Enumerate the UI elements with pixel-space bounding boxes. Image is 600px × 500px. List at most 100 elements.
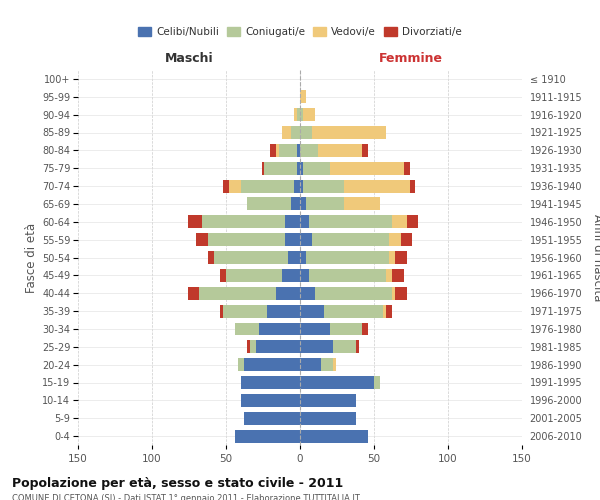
Bar	[282, 126, 291, 139]
Bar	[238, 358, 244, 371]
Bar	[300, 126, 312, 139]
Bar	[392, 269, 404, 282]
Bar	[321, 358, 332, 371]
Bar	[374, 376, 380, 389]
Bar	[386, 304, 392, 318]
Bar	[356, 340, 359, 353]
Bar	[229, 180, 241, 192]
Bar	[389, 251, 395, 264]
Bar	[323, 304, 383, 318]
Bar	[300, 198, 306, 210]
Bar	[208, 233, 285, 246]
Bar	[386, 269, 392, 282]
Bar	[312, 233, 389, 246]
Legend: Celibi/Nubili, Coniugati/e, Vedovi/e, Divorziati/e: Celibi/Nubili, Coniugati/e, Vedovi/e, Di…	[134, 22, 466, 42]
Bar	[300, 322, 329, 336]
Bar	[303, 108, 315, 121]
Bar	[188, 287, 199, 300]
Bar	[362, 144, 368, 157]
Bar	[244, 358, 300, 371]
Bar	[277, 287, 300, 300]
Bar	[294, 180, 300, 192]
Bar	[303, 180, 344, 192]
Bar	[247, 198, 291, 210]
Bar	[389, 233, 401, 246]
Bar	[395, 251, 407, 264]
Bar	[241, 180, 294, 192]
Bar	[297, 162, 300, 174]
Bar	[300, 376, 374, 389]
Bar	[300, 304, 323, 318]
Bar	[392, 287, 395, 300]
Bar	[285, 216, 300, 228]
Bar	[294, 108, 297, 121]
Text: Femmine: Femmine	[379, 52, 443, 64]
Bar	[306, 251, 389, 264]
Bar	[220, 304, 223, 318]
Bar	[297, 144, 300, 157]
Bar	[235, 430, 300, 442]
Bar	[312, 126, 386, 139]
Bar	[223, 180, 229, 192]
Bar	[247, 340, 250, 353]
Bar	[199, 287, 277, 300]
Bar	[329, 322, 362, 336]
Bar	[315, 287, 392, 300]
Bar	[250, 340, 256, 353]
Bar	[244, 412, 300, 424]
Bar	[214, 251, 288, 264]
Bar	[300, 269, 309, 282]
Bar	[259, 322, 300, 336]
Bar	[300, 162, 303, 174]
Bar	[271, 144, 277, 157]
Bar	[291, 198, 300, 210]
Bar	[309, 216, 392, 228]
Bar	[344, 198, 380, 210]
Bar	[282, 269, 300, 282]
Y-axis label: Anni di nascita: Anni di nascita	[591, 214, 600, 301]
Text: Popolazione per età, sesso e stato civile - 2011: Popolazione per età, sesso e stato civil…	[12, 478, 343, 490]
Bar	[277, 144, 279, 157]
Bar	[241, 394, 300, 407]
Bar	[208, 251, 214, 264]
Bar	[226, 269, 282, 282]
Bar	[300, 358, 321, 371]
Bar	[220, 269, 226, 282]
Bar	[262, 162, 265, 174]
Bar	[383, 304, 386, 318]
Bar	[202, 216, 285, 228]
Bar	[300, 412, 356, 424]
Bar	[303, 162, 329, 174]
Bar	[329, 162, 404, 174]
Bar	[401, 233, 412, 246]
Bar	[362, 322, 368, 336]
Y-axis label: Fasce di età: Fasce di età	[25, 222, 38, 292]
Bar	[300, 180, 303, 192]
Bar	[404, 162, 410, 174]
Bar	[241, 376, 300, 389]
Bar	[235, 322, 259, 336]
Bar	[300, 430, 368, 442]
Bar	[265, 162, 297, 174]
Bar	[285, 233, 300, 246]
Bar	[332, 358, 335, 371]
Bar	[300, 340, 332, 353]
Bar	[300, 216, 309, 228]
Bar	[300, 394, 356, 407]
Bar	[306, 198, 344, 210]
Bar	[256, 340, 300, 353]
Bar	[223, 304, 268, 318]
Bar	[300, 108, 303, 121]
Bar	[392, 216, 407, 228]
Bar	[288, 251, 300, 264]
Bar	[279, 144, 297, 157]
Bar	[291, 126, 300, 139]
Text: COMUNE DI CETONA (SI) - Dati ISTAT 1° gennaio 2011 - Elaborazione TUTTITALIA.IT: COMUNE DI CETONA (SI) - Dati ISTAT 1° ge…	[12, 494, 360, 500]
Bar	[344, 180, 410, 192]
Bar	[332, 340, 356, 353]
Bar	[300, 90, 306, 103]
Bar	[300, 251, 306, 264]
Bar	[395, 287, 407, 300]
Bar	[300, 144, 318, 157]
Bar	[309, 269, 386, 282]
